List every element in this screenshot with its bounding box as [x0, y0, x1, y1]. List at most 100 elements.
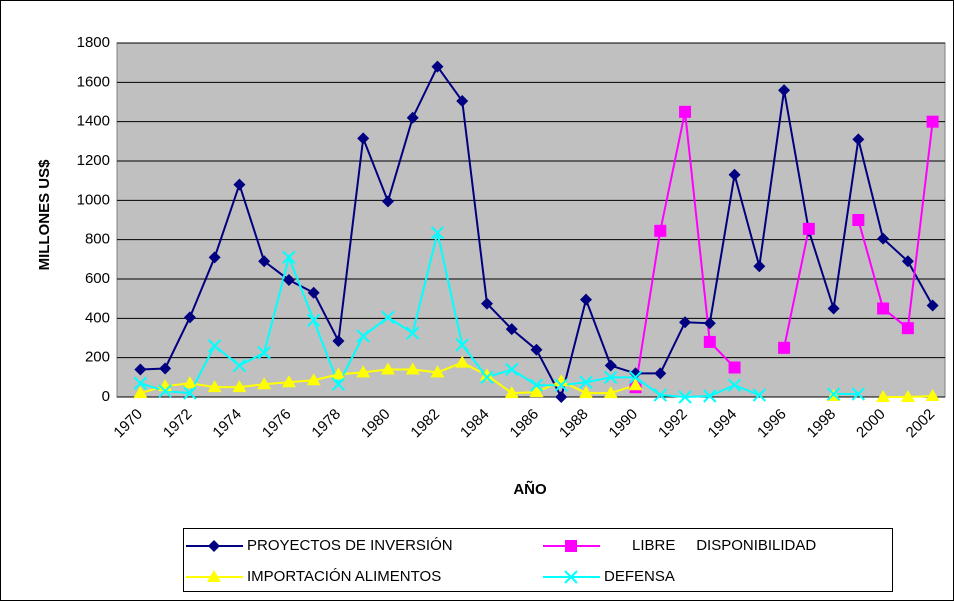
marker [306, 313, 321, 328]
marker [232, 380, 247, 393]
marker [406, 111, 419, 124]
marker [852, 133, 865, 146]
marker [579, 375, 593, 389]
marker [356, 329, 370, 343]
marker [654, 367, 667, 380]
series-line [783, 228, 810, 349]
marker [679, 105, 692, 118]
marker [529, 385, 544, 398]
marker [901, 322, 914, 335]
marker [826, 387, 841, 401]
y-tick-label: 1200 [77, 152, 110, 169]
marker [183, 386, 197, 400]
marker [653, 388, 667, 402]
marker [232, 358, 247, 373]
x-axis-label: AÑO [513, 480, 547, 498]
marker [282, 273, 295, 286]
marker [604, 359, 617, 372]
marker [529, 378, 544, 392]
marker [877, 302, 890, 315]
legend-label: PROYECTOS DE INVERSIÓN [247, 537, 453, 554]
y-axis-label: MILLONES US$ [36, 159, 53, 271]
marker [555, 391, 568, 403]
marker [580, 293, 593, 306]
marker [728, 168, 741, 181]
marker [778, 84, 791, 97]
marker [564, 570, 578, 584]
marker [208, 540, 220, 552]
marker [901, 255, 914, 268]
marker [455, 355, 470, 368]
marker [530, 343, 543, 356]
marker [332, 334, 345, 347]
marker [207, 339, 222, 353]
marker [926, 299, 939, 312]
y-tick-label: 1600 [77, 73, 110, 90]
legend-label: IMPORTACIÓN ALIMENTOS [247, 568, 441, 585]
y-tick-label: 0 [102, 388, 110, 405]
y-tick-label: 800 [85, 231, 110, 248]
marker [654, 224, 667, 237]
marker [257, 346, 271, 360]
marker [554, 374, 569, 387]
marker [703, 389, 717, 403]
y-tick-label: 1400 [77, 113, 110, 130]
marker [430, 226, 445, 240]
legend-label: DEFENSA [604, 568, 675, 585]
marker [565, 540, 577, 552]
marker [678, 390, 692, 404]
marker [331, 377, 346, 391]
marker [306, 373, 321, 386]
marker [479, 368, 494, 381]
marker [183, 311, 196, 324]
marker [281, 375, 296, 388]
marker [455, 338, 469, 352]
marker [753, 260, 766, 273]
marker [405, 362, 420, 375]
marker [357, 132, 370, 145]
marker [703, 335, 716, 348]
marker [900, 390, 915, 402]
marker [628, 370, 643, 385]
y-tick-label: 400 [85, 309, 110, 326]
marker [233, 178, 246, 191]
marker [159, 362, 172, 375]
marker [406, 326, 420, 340]
marker [430, 365, 445, 378]
marker [381, 195, 394, 208]
marker [851, 387, 866, 401]
marker [579, 386, 594, 399]
marker [505, 323, 518, 336]
marker [802, 222, 815, 235]
marker [926, 115, 939, 128]
marker [356, 365, 371, 378]
marker [380, 362, 395, 375]
plot-area [116, 42, 946, 398]
marker [877, 232, 890, 245]
marker [778, 341, 791, 354]
marker [505, 362, 519, 377]
marker [133, 376, 148, 390]
marker [158, 384, 172, 398]
marker [876, 390, 891, 402]
marker [381, 310, 395, 325]
legend [183, 528, 893, 592]
marker [703, 317, 716, 330]
marker [134, 363, 147, 376]
series-line [857, 121, 934, 331]
marker [504, 386, 519, 399]
marker [307, 286, 320, 299]
marker [679, 316, 692, 329]
y-tick-label: 1800 [77, 34, 110, 51]
y-tick-label: 200 [85, 349, 110, 366]
marker [752, 388, 767, 402]
marker [629, 367, 642, 380]
marker [728, 361, 741, 374]
marker [282, 250, 296, 265]
marker [207, 380, 222, 393]
marker [628, 378, 643, 391]
marker [431, 60, 444, 73]
marker [827, 302, 840, 315]
marker [182, 376, 197, 389]
marker [480, 370, 494, 385]
